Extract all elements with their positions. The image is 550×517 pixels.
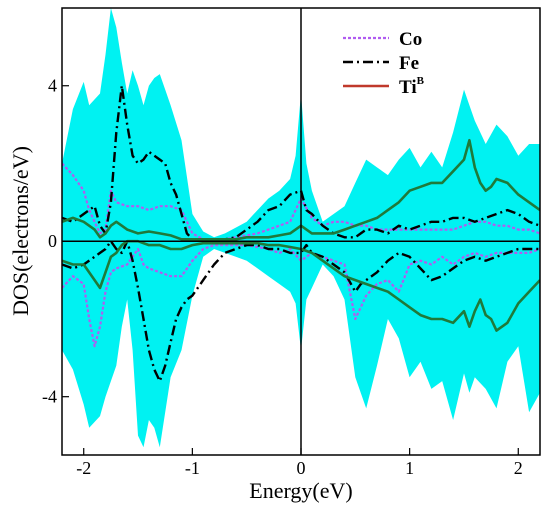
fe-dos-line-down [62,239,540,383]
y-tick-label: 0 [48,231,57,251]
x-axis-title: Energy(eV) [249,478,352,503]
x-tick-label: 2 [514,458,523,478]
y-tick-label: -4 [42,387,57,407]
legend-label-co: Co [399,29,422,50]
x-tick-label: 1 [405,458,414,478]
axes-layer: -2 -1 0 1 2 -4 0 4 [42,7,541,478]
legend-label-superscript: B [417,75,425,87]
legend-label-fe: Fe [399,53,419,74]
co-dos-line-down [62,244,540,348]
y-axis-title: DOS(electrons/eV) [8,146,33,316]
x-tick-label: 0 [297,458,306,478]
x-tick-label: -1 [185,458,200,478]
fe-dos-line-up [62,84,540,241]
y-tick-label: 4 [48,76,57,96]
legend-label-ti: TiB [399,75,425,98]
x-tick-label: -2 [76,458,91,478]
